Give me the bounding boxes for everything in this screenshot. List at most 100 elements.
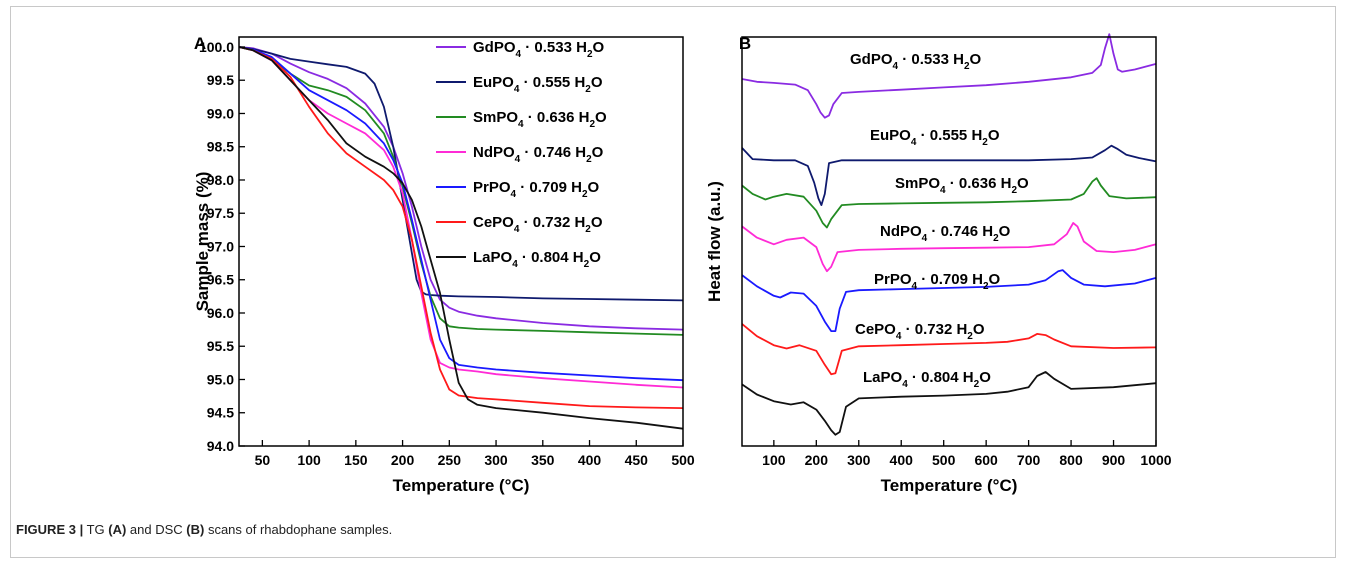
- legend-label-prpo-formula: PrPO: [473, 179, 511, 196]
- legend-label-smpo-tail: O: [595, 109, 607, 126]
- x-tick-label: 800: [1059, 452, 1083, 468]
- panel-letter: B: [739, 34, 751, 53]
- legend-label-lapo-sub: 4: [512, 259, 518, 270]
- legend-label-ndpo-tail: O: [592, 144, 604, 161]
- x-tick-label: 1000: [1140, 452, 1171, 468]
- series-line-gdpo: [238, 46, 684, 331]
- curve-label-cepo-formula: CePO: [855, 321, 896, 338]
- curve-label-gdpo-formula: GdPO: [850, 51, 893, 68]
- curve-label-prpo-suffix: · 0.709 H: [917, 271, 983, 288]
- caption-panel-a-ref: (A): [108, 522, 127, 537]
- legend-label-prpo-sub: 4: [511, 189, 517, 200]
- curve-label-cepo-sub: 4: [896, 331, 902, 342]
- x-tick-label: 150: [344, 452, 368, 468]
- legend-label-prpo-sub2: 2: [582, 189, 588, 200]
- y-tick-label: 97.0: [207, 238, 234, 254]
- y-tick-label: 99.5: [207, 72, 234, 88]
- y-axis-label: Sample mass (%): [193, 172, 212, 312]
- y-tick-label: 98.5: [207, 139, 234, 155]
- legend-label-smpo-sub2: 2: [589, 119, 595, 130]
- curve-label-prpo-tail: O: [989, 271, 1001, 288]
- curve-label-gdpo-tail: O: [970, 51, 982, 68]
- legend-label-eupo-sub: 4: [514, 84, 520, 95]
- legend-label-gdpo-suffix: · 0.533 H: [521, 39, 587, 56]
- legend-label-eupo-formula: EuPO: [473, 74, 514, 91]
- x-tick-label: 700: [1017, 452, 1041, 468]
- legend-label-prpo-suffix: · 0.709 H: [516, 179, 582, 196]
- legend-label-cepo-sub: 4: [514, 224, 520, 235]
- series-line-eupo: [741, 144, 1157, 206]
- y-tick-label: 96.0: [207, 305, 234, 321]
- y-tick-label: 95.5: [207, 338, 234, 354]
- curve-label-lapo-sub2: 2: [974, 379, 980, 390]
- legend-label-gdpo-sub2: 2: [587, 49, 593, 60]
- legend-label-gdpo-formula: GdPO: [473, 39, 516, 56]
- legend-label-cepo-suffix: · 0.732 H: [519, 214, 585, 231]
- curve-label-gdpo-sub2: 2: [964, 61, 970, 72]
- legend-label-lapo-tail: O: [589, 249, 601, 266]
- legend-label-eupo-tail: O: [591, 74, 603, 91]
- series-line-ndpo: [238, 46, 684, 389]
- series-line-ndpo: [741, 222, 1157, 273]
- curve-label-lapo-suffix: · 0.804 H: [908, 369, 974, 386]
- curve-label-lapo-sub: 4: [902, 379, 908, 390]
- x-tick-label: 250: [438, 452, 462, 468]
- legend-label-ndpo: NdPO4 · 0.746 H2O: [473, 144, 604, 165]
- y-tick-label: 100.0: [199, 39, 234, 55]
- legend-label-gdpo: GdPO4 · 0.533 H2O: [473, 39, 605, 60]
- y-axis-label: Heat flow (a.u.): [705, 181, 724, 302]
- curve-label-eupo-suffix: · 0.555 H: [916, 127, 982, 144]
- curve-label-prpo-sub: 4: [912, 281, 918, 292]
- panel-b: 100 200 300 400 500 600 700 800 900 1000 Temperatu…: [705, 33, 1172, 495]
- caption-figure-label: FIGURE 3 |: [16, 522, 84, 537]
- plot-frame: [741, 36, 1157, 447]
- series-line-smpo: [238, 46, 684, 336]
- curve-label-eupo: EuPO4 · 0.555 H2O: [870, 127, 1000, 148]
- x-tick-label: 100: [762, 452, 786, 468]
- series-line-lapo: [238, 46, 684, 430]
- curve-label-ndpo-sub: 4: [922, 233, 928, 244]
- curve-label-ndpo-tail: O: [999, 223, 1011, 240]
- plot-frame: [238, 36, 684, 447]
- curve-label-lapo: LaPO4 · 0.804 H2O: [863, 369, 991, 390]
- y-tick-label: 99.0: [207, 105, 234, 121]
- y-tick-label: 95.0: [207, 371, 234, 387]
- y-tick-label: 96.5: [207, 272, 234, 288]
- panel-letter: A: [194, 34, 206, 53]
- series-line-gdpo: [741, 33, 1157, 119]
- curve-label-prpo-sub2: 2: [983, 281, 989, 292]
- legend-label-cepo: CePO4 · 0.732 H2O: [473, 214, 603, 235]
- legend-label-cepo-formula: CePO: [473, 214, 514, 231]
- x-axis-label: Temperature (°C): [881, 476, 1018, 495]
- x-tick-label: 900: [1102, 452, 1126, 468]
- curve-label-eupo-formula: EuPO: [870, 127, 911, 144]
- x-tick-label: 200: [391, 452, 415, 468]
- x-tick-label: 100: [297, 452, 321, 468]
- x-tick-label: 500: [671, 452, 695, 468]
- curve-label-smpo-formula: SmPO: [895, 175, 940, 192]
- legend-label-eupo-sub2: 2: [585, 84, 591, 95]
- curve-label-eupo-sub2: 2: [982, 137, 988, 148]
- legend-label-eupo-suffix: · 0.555 H: [519, 74, 585, 91]
- x-tick-label: 500: [932, 452, 956, 468]
- legend-label-smpo-suffix: · 0.636 H: [524, 109, 590, 126]
- curve-label-ndpo: NdPO4 · 0.746 H2O: [880, 223, 1011, 244]
- curve-label-cepo: CePO4 · 0.732 H2O: [855, 321, 985, 342]
- legend-label-gdpo-sub: 4: [516, 49, 522, 60]
- curve-label-smpo-tail: O: [1017, 175, 1029, 192]
- x-tick-label: 50: [255, 452, 271, 468]
- legend-label-cepo-sub2: 2: [585, 224, 591, 235]
- curve-label-gdpo-suffix: · 0.533 H: [898, 51, 964, 68]
- legend-label-smpo-sub: 4: [518, 119, 524, 130]
- series-line-prpo: [238, 46, 684, 382]
- caption-text-3: scans of rhabdophane samples.: [204, 522, 393, 537]
- legend-label-gdpo-tail: O: [593, 39, 605, 56]
- figure-caption: FIGURE 3 | TG (A) and DSC (B) scans of r…: [16, 522, 392, 537]
- curve-label-smpo-suffix: · 0.636 H: [946, 175, 1012, 192]
- legend-label-lapo-suffix: · 0.804 H: [518, 249, 584, 266]
- figure-frame: [10, 6, 1336, 558]
- y-tick-label: 98.0: [207, 172, 234, 188]
- legend-label-cepo-tail: O: [591, 214, 603, 231]
- curve-label-gdpo-sub: 4: [893, 61, 899, 72]
